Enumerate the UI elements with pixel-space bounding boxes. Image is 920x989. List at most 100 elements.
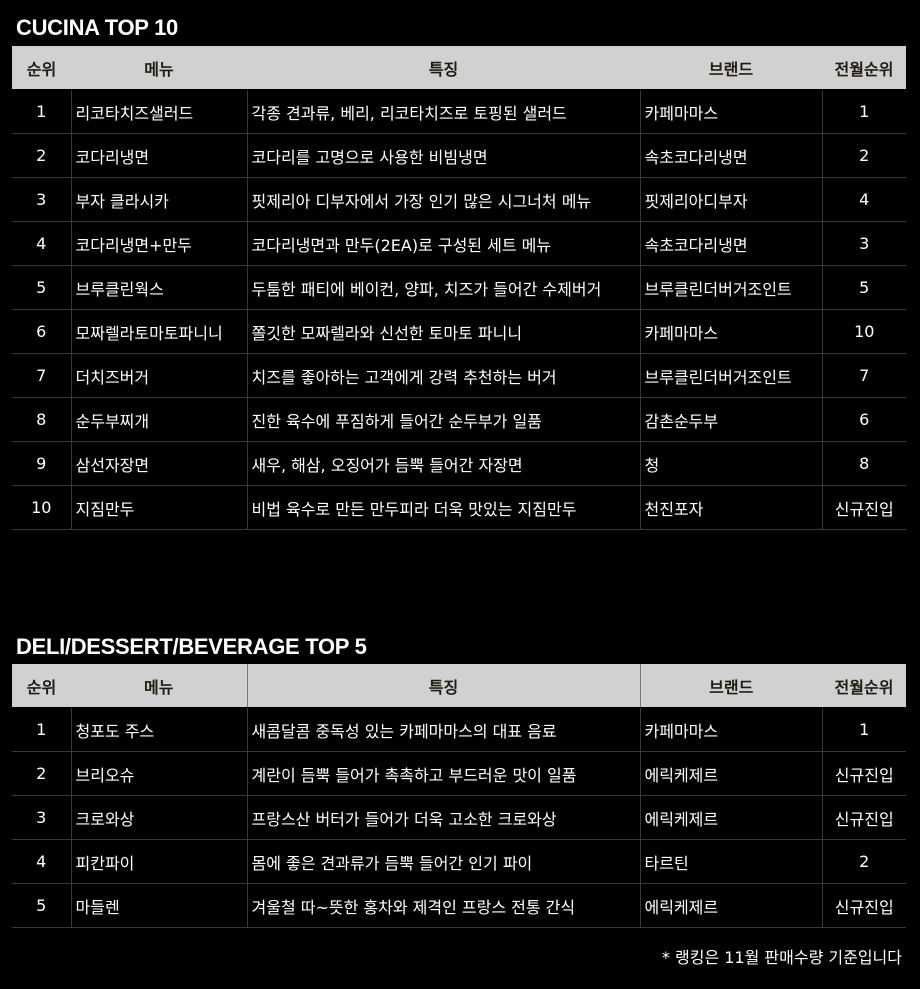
cell-feature: 치즈를 좋아하는 고객에게 강력 추천하는 버거	[246, 353, 640, 398]
cell-feature: 프랑스산 버터가 들어가 더욱 고소한 크로와상	[246, 795, 640, 840]
cell-menu: 크로와상	[70, 795, 247, 840]
cell-feature: 새우, 해삼, 오징어가 듬뿍 들어간 자장면	[246, 441, 640, 486]
header-brand: 브랜드	[640, 46, 822, 90]
deli-title: DELI/DESSERT/BEVERAGE TOP 5	[16, 634, 367, 659]
cell-feature: 진한 육수에 푸짐하게 들어간 순두부가 일품	[246, 397, 640, 442]
cell-rank: 4	[12, 839, 71, 884]
cell-feature: 비법 육수로 만든 만두피라 더욱 맛있는 지짐만두	[246, 485, 640, 530]
cell-menu: 모짜렐라토마토파니니	[70, 309, 247, 354]
table-row: 6 모짜렐라토마토파니니 쫄깃한 모짜렐라와 신선한 토마토 파니니 카페마마스 10	[12, 309, 906, 354]
cell-menu: 코다리냉면	[70, 133, 247, 178]
cell-feature: 쫄깃한 모짜렐라와 신선한 토마토 파니니	[246, 309, 640, 354]
table-row: 4 피칸파이 몸에 좋은 견과류가 듬뿍 들어간 인기 파이 타르틴 2	[12, 839, 906, 884]
cell-brand: 에릭케제르	[639, 795, 822, 840]
table-row: 2 코다리냉면 코다리를 고명으로 사용한 비빔냉면 속초코다리냉면 2	[12, 133, 906, 178]
cell-feature: 새콤달콤 중독성 있는 카페마마스의 대표 음료	[246, 707, 640, 752]
cucina-ranking-table: 순위 메뉴 특징 브랜드 전월순위 1 리코타치즈샐러드 각종 견과류, 베리, 리…	[12, 46, 906, 530]
cell-menu: 청포도 주스	[70, 707, 247, 752]
cell-menu: 지짐만두	[70, 485, 247, 530]
cell-menu: 부자 클라시카	[70, 177, 247, 222]
table-row: 4 코다리냉면+만두 코다리냉면과 만두(2EA)로 구성된 세트 메뉴 속초코다리냉…	[12, 221, 906, 266]
cell-feature: 코다리를 고명으로 사용한 비빔냉면	[246, 133, 640, 178]
header-prev-rank: 전월순위	[822, 664, 906, 708]
cell-prev-rank: 2	[821, 839, 906, 884]
cell-rank: 9	[12, 441, 71, 486]
cell-rank: 1	[12, 707, 71, 752]
cell-rank: 6	[12, 309, 71, 354]
table-row: 10 지짐만두 비법 육수로 만든 만두피라 더욱 맛있는 지짐만두 천진포자 신규진입	[12, 485, 906, 530]
cell-brand: 청	[639, 441, 822, 486]
cell-menu: 코다리냉면+만두	[70, 221, 247, 266]
header-menu: 메뉴	[71, 664, 247, 708]
cucina-title: CUCINA TOP 10	[16, 15, 178, 40]
table-header-row: 순위 메뉴 특징 브랜드 전월순위	[12, 664, 906, 708]
cell-prev-rank: 4	[821, 177, 906, 222]
table-header-row: 순위 메뉴 특징 브랜드 전월순위	[12, 46, 906, 90]
cell-rank: 3	[12, 177, 71, 222]
cell-feature: 겨울철 따~뜻한 홍차와 제격인 프랑스 전통 간식	[246, 883, 640, 928]
header-feature: 특징	[246, 664, 641, 708]
cell-brand: 카페마마스	[639, 89, 822, 134]
cell-brand: 속초코다리냉면	[639, 133, 822, 178]
cell-menu: 브리오슈	[70, 751, 247, 796]
cell-feature: 계란이 듬뿍 들어가 촉촉하고 부드러운 맛이 일품	[246, 751, 640, 796]
cell-rank: 2	[12, 751, 71, 796]
cell-prev-rank: 3	[821, 221, 906, 266]
cell-menu: 브루클린웍스	[70, 265, 247, 310]
header-feature: 특징	[247, 46, 640, 90]
table-row: 5 마들렌 겨울철 따~뜻한 홍차와 제격인 프랑스 전통 간식 에릭케제르 신규진입	[12, 883, 906, 928]
cell-menu: 더치즈버거	[70, 353, 247, 398]
table-row: 1 리코타치즈샐러드 각종 견과류, 베리, 리코타치즈로 토핑된 샐러드 카페마마스…	[12, 89, 906, 134]
deli-ranking-table: 순위 메뉴 특징 브랜드 전월순위 1 청포도 주스 새콤달콤 중독성 있는 카페마…	[12, 664, 906, 928]
header-rank: 순위	[12, 664, 71, 708]
header-menu: 메뉴	[71, 46, 247, 90]
header-prev-rank: 전월순위	[822, 46, 906, 90]
cell-rank: 5	[12, 265, 71, 310]
cell-brand: 에릭케제르	[639, 751, 822, 796]
cell-menu: 마들렌	[70, 883, 247, 928]
header-brand: 브랜드	[640, 664, 822, 708]
table-row: 8 순두부찌개 진한 육수에 푸짐하게 들어간 순두부가 일품 감촌순두부 6	[12, 397, 906, 442]
cell-brand: 핏제리아디부자	[639, 177, 822, 222]
cell-brand: 천진포자	[639, 485, 822, 530]
cell-prev-rank: 2	[821, 133, 906, 178]
cell-prev-rank: 10	[821, 309, 906, 354]
cell-rank: 5	[12, 883, 71, 928]
cell-prev-rank: 신규진입	[821, 795, 906, 840]
cell-feature: 코다리냉면과 만두(2EA)로 구성된 세트 메뉴	[246, 221, 640, 266]
cell-prev-rank: 5	[821, 265, 906, 310]
table-row: 5 브루클린웍스 두툼한 패티에 베이컨, 양파, 치즈가 들어간 수제버거 브루클린…	[12, 265, 906, 310]
cell-menu: 삼선자장면	[70, 441, 247, 486]
cell-prev-rank: 1	[821, 89, 906, 134]
cell-brand: 브루클린더버거조인트	[639, 353, 822, 398]
table-row: 7 더치즈버거 치즈를 좋아하는 고객에게 강력 추천하는 버거 브루클린더버거조인트…	[12, 353, 906, 398]
cell-brand: 타르틴	[639, 839, 822, 884]
table-row: 1 청포도 주스 새콤달콤 중독성 있는 카페마마스의 대표 음료 카페마마스 1	[12, 707, 906, 752]
cell-prev-rank: 신규진입	[821, 485, 906, 530]
cell-prev-rank: 1	[821, 707, 906, 752]
table-row: 3 크로와상 프랑스산 버터가 들어가 더욱 고소한 크로와상 에릭케제르 신규진입	[12, 795, 906, 840]
cell-brand: 속초코다리냉면	[639, 221, 822, 266]
cell-prev-rank: 7	[821, 353, 906, 398]
cell-rank: 10	[12, 485, 71, 530]
cell-prev-rank: 신규진입	[821, 883, 906, 928]
cell-brand: 에릭케제르	[639, 883, 822, 928]
cell-prev-rank: 신규진입	[821, 751, 906, 796]
cell-brand: 카페마마스	[639, 309, 822, 354]
header-rank: 순위	[12, 46, 71, 90]
cell-menu: 순두부찌개	[70, 397, 247, 442]
cell-rank: 3	[12, 795, 71, 840]
table-row: 2 브리오슈 계란이 듬뿍 들어가 촉촉하고 부드러운 맛이 일품 에릭케제르 신규진입	[12, 751, 906, 796]
table-row: 9 삼선자장면 새우, 해삼, 오징어가 듬뿍 들어간 자장면 청 8	[12, 441, 906, 486]
cell-brand: 브루클린더버거조인트	[639, 265, 822, 310]
cell-feature: 몸에 좋은 견과류가 듬뿍 들어간 인기 파이	[246, 839, 640, 884]
cell-menu: 피칸파이	[70, 839, 247, 884]
footnote: * 랭킹은 11월 판매수량 기준입니다	[661, 948, 902, 967]
table-row: 3 부자 클라시카 핏제리아 디부자에서 가장 인기 많은 시그너처 메뉴 핏제리아디…	[12, 177, 906, 222]
cell-brand: 감촌순두부	[639, 397, 822, 442]
cell-rank: 1	[12, 89, 71, 134]
cell-feature: 핏제리아 디부자에서 가장 인기 많은 시그너처 메뉴	[246, 177, 640, 222]
cell-feature: 두툼한 패티에 베이컨, 양파, 치즈가 들어간 수제버거	[246, 265, 640, 310]
cell-rank: 8	[12, 397, 71, 442]
cell-prev-rank: 6	[821, 397, 906, 442]
